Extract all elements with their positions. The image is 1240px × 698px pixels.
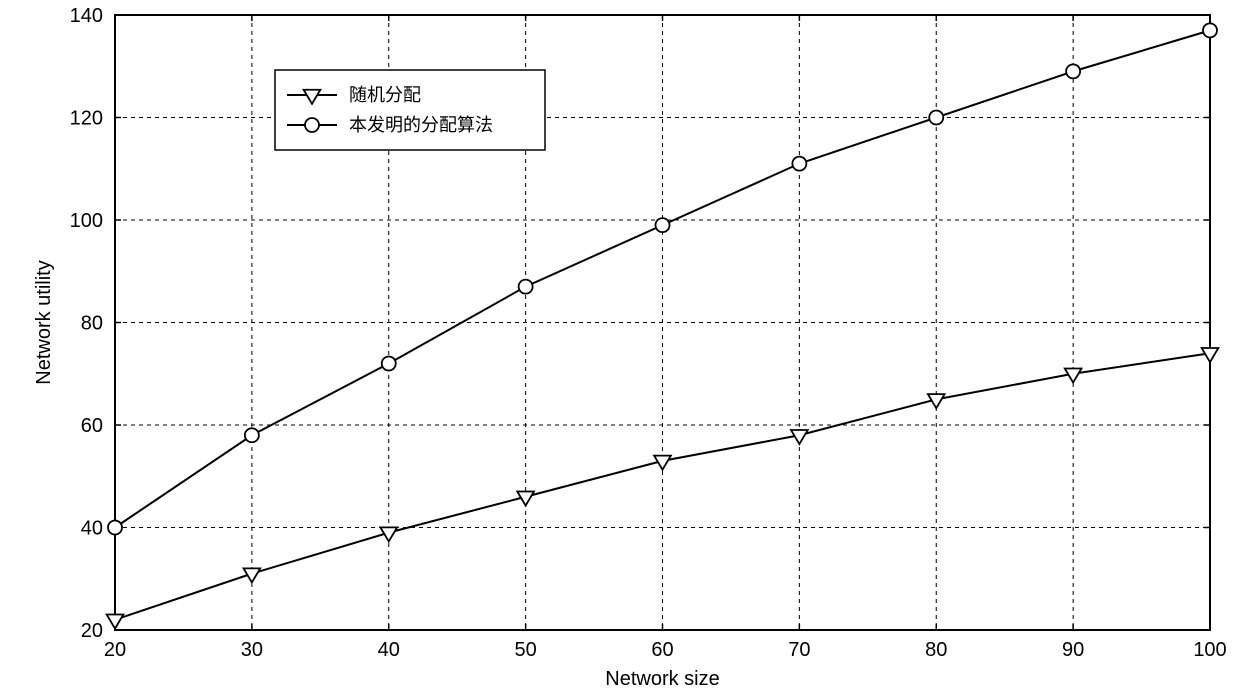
svg-text:80: 80 [925, 639, 947, 661]
legend-label-0: 随机分配 [349, 85, 421, 105]
x-axis-label: Network size [605, 668, 719, 690]
svg-text:60: 60 [651, 639, 673, 661]
chart-container: 20 30 40 50 60 70 80 90 100 20 40 60 80 100 120 140 Netw… [0, 0, 1240, 698]
svg-text:140: 140 [70, 5, 103, 27]
svg-text:40: 40 [81, 518, 103, 540]
y-axis-label: Network utility [33, 260, 55, 384]
svg-text:40: 40 [378, 639, 400, 661]
svg-text:30: 30 [241, 639, 263, 661]
svg-text:100: 100 [70, 210, 103, 232]
svg-text:70: 70 [788, 639, 810, 661]
svg-text:80: 80 [81, 313, 103, 335]
svg-text:20: 20 [81, 620, 103, 642]
svg-text:50: 50 [515, 639, 537, 661]
legend: 随机分配本发明的分配算法 [275, 70, 545, 150]
svg-text:20: 20 [104, 639, 126, 661]
svg-text:120: 120 [70, 108, 103, 130]
svg-text:100: 100 [1193, 639, 1226, 661]
svg-text:90: 90 [1062, 639, 1084, 661]
svg-text:60: 60 [81, 415, 103, 437]
line-chart: 20 30 40 50 60 70 80 90 100 20 40 60 80 100 120 140 Netw… [0, 0, 1240, 698]
legend-label-1: 本发明的分配算法 [349, 115, 493, 135]
